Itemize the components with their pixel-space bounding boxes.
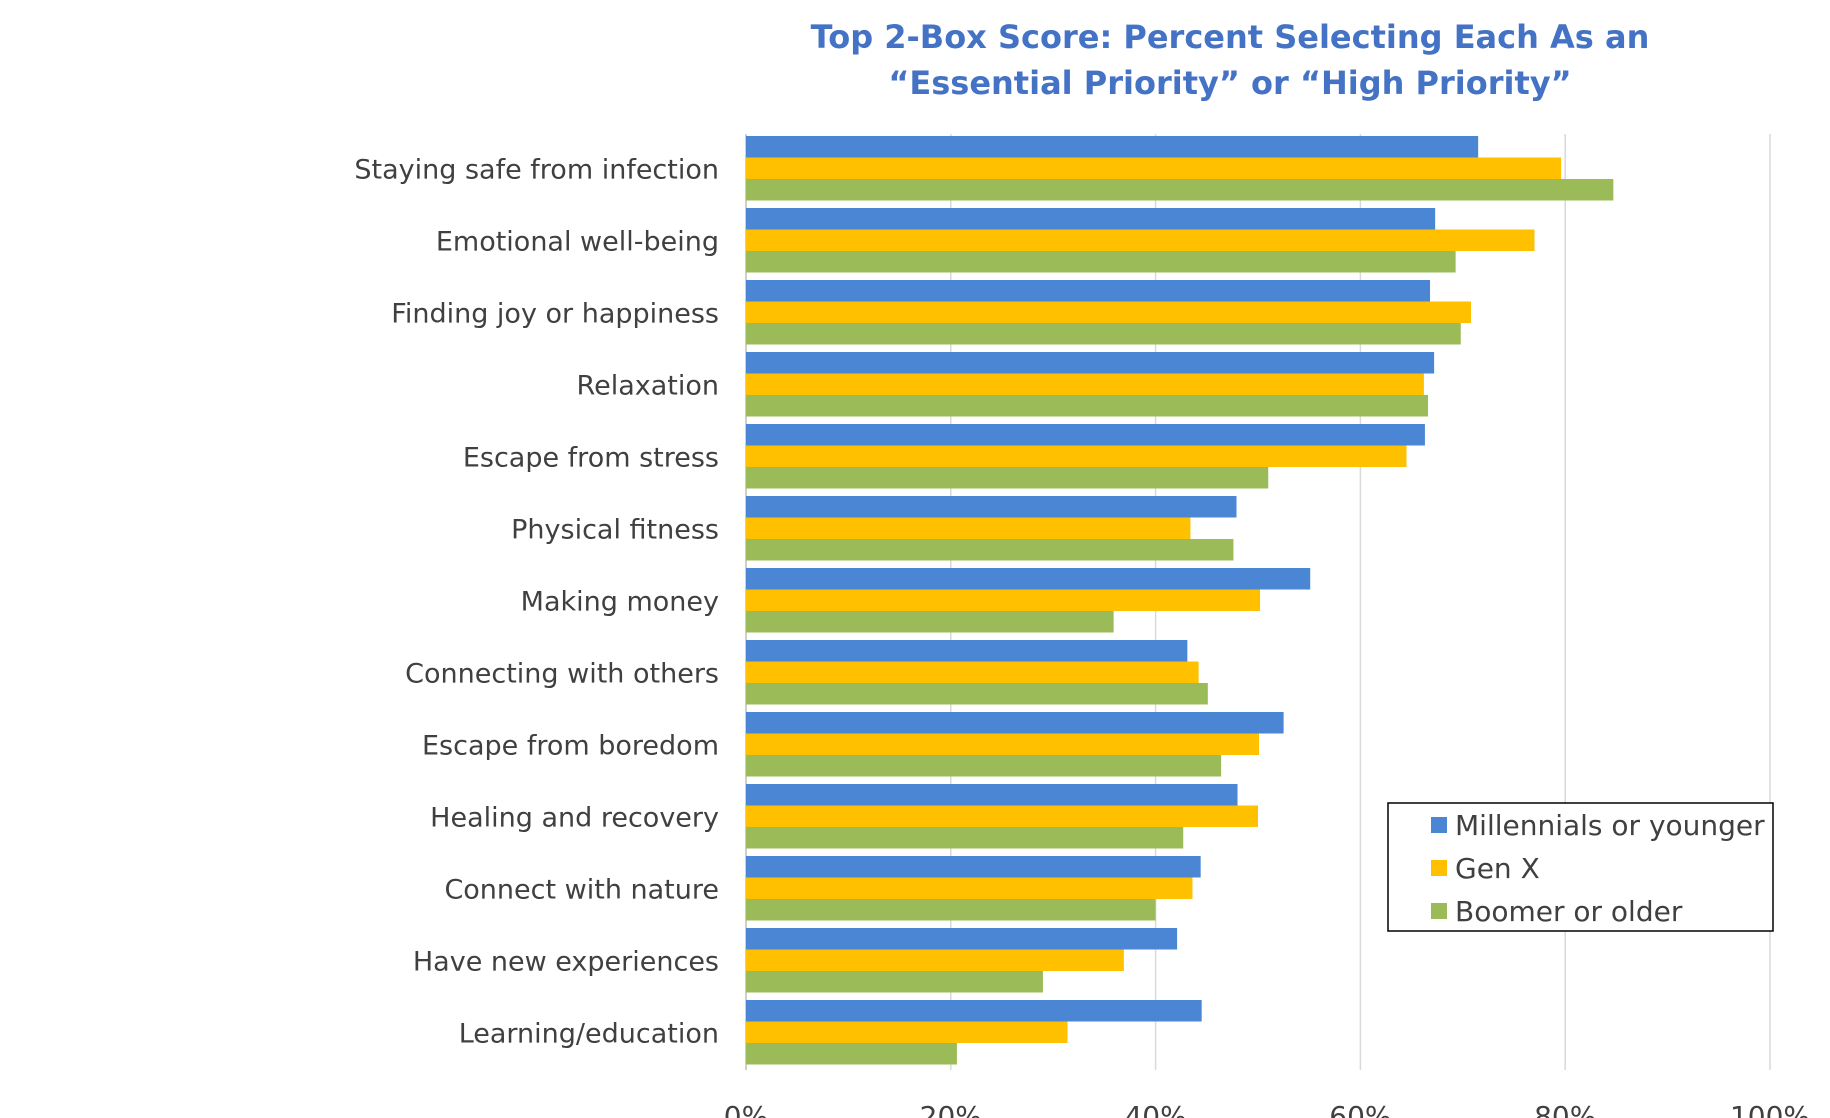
chart-title: Top 2-Box Score: Percent Selecting Each … [700, 14, 1760, 106]
category-label-12: Have new experiences [413, 946, 719, 977]
category-label-11: Connect with nature [444, 874, 719, 905]
bar-2-series-2 [746, 229, 1535, 251]
category-label-4: Relaxation [577, 370, 719, 401]
x-tick-label-2: 20% [920, 1100, 982, 1118]
legend-label-1: Millennials or younger [1455, 809, 1765, 842]
bar-1-series-2 [746, 157, 1562, 179]
category-label-3: Finding joy or happiness [391, 298, 719, 329]
bar-8-series-2 [746, 661, 1199, 683]
legend-swatch-3 [1431, 903, 1447, 919]
bar-6-series-2 [746, 517, 1191, 539]
bar-6-series-3 [746, 539, 1234, 561]
category-label-2: Emotional well-being [436, 226, 719, 257]
x-tick-label-4: 60% [1329, 1100, 1391, 1118]
category-label-7: Making money [521, 586, 719, 617]
bar-13-series-2 [746, 1021, 1068, 1043]
bar-3-series-3 [746, 323, 1461, 345]
category-label-6: Physical fitness [511, 514, 719, 545]
legend-swatch-2 [1431, 860, 1447, 876]
x-tick-label-3: 40% [1124, 1100, 1186, 1118]
bar-12-series-3 [746, 971, 1043, 993]
bar-7-series-3 [746, 611, 1114, 633]
bar-3-series-2 [746, 301, 1471, 323]
bars [746, 136, 1614, 1065]
x-tick-label-5: 80% [1534, 1100, 1596, 1118]
bar-4-series-1 [746, 352, 1435, 374]
legend-label-3: Boomer or older [1455, 895, 1683, 928]
bar-8-series-3 [746, 683, 1208, 705]
category-label-1: Staying safe from infection [354, 154, 719, 185]
bar-9-series-3 [746, 755, 1222, 777]
bar-3-series-1 [746, 280, 1431, 302]
bar-11-series-2 [746, 877, 1193, 899]
bar-11-series-1 [746, 856, 1201, 878]
x-tick-label-1: 0% [724, 1100, 768, 1118]
bar-6-series-1 [746, 496, 1237, 518]
x-axis-ticks: 0% 20% 40% 60% 80% 100% [724, 1100, 1810, 1118]
legend-swatch-1 [1431, 817, 1447, 833]
bar-2-series-1 [746, 208, 1436, 230]
bar-4-series-2 [746, 373, 1424, 395]
category-label-9: Escape from boredom [422, 730, 719, 761]
bar-9-series-1 [746, 712, 1284, 734]
category-label-10: Healing and recovery [430, 802, 719, 833]
category-label-5: Escape from stress [463, 442, 719, 473]
bar-7-series-1 [746, 568, 1311, 590]
x-tick-label-6: 100% [1730, 1100, 1810, 1118]
bar-12-series-2 [746, 949, 1124, 971]
bar-5-series-1 [746, 424, 1425, 446]
bar-1-series-1 [746, 136, 1479, 158]
bar-1-series-3 [746, 179, 1614, 201]
bar-10-series-3 [746, 827, 1184, 849]
bar-10-series-1 [746, 784, 1238, 806]
bar-4-series-3 [746, 395, 1428, 417]
legend-label-2: Gen X [1455, 852, 1540, 885]
legend-box [1387, 802, 1774, 932]
category-labels: Staying safe from infection Emotional wel… [354, 154, 719, 1049]
chart-title-line-1: Top 2-Box Score: Percent Selecting Each … [810, 18, 1650, 56]
bar-2-series-3 [746, 251, 1456, 273]
bar-12-series-1 [746, 928, 1178, 950]
bar-13-series-1 [746, 1000, 1202, 1022]
legend: Millennials or younger Gen X Boomer or old… [1387, 802, 1774, 932]
bar-11-series-3 [746, 899, 1156, 921]
bar-8-series-1 [746, 640, 1188, 662]
bar-5-series-3 [746, 467, 1269, 489]
chart-title-line-2: “Essential Priority” or “High Priority” [888, 64, 1572, 102]
category-label-8: Connecting with others [405, 658, 719, 689]
bar-10-series-2 [746, 805, 1258, 827]
category-label-13: Learning/education [459, 1018, 719, 1049]
bar-13-series-3 [746, 1043, 957, 1065]
bar-5-series-2 [746, 445, 1407, 467]
bar-9-series-2 [746, 733, 1260, 755]
bar-7-series-2 [746, 589, 1261, 611]
